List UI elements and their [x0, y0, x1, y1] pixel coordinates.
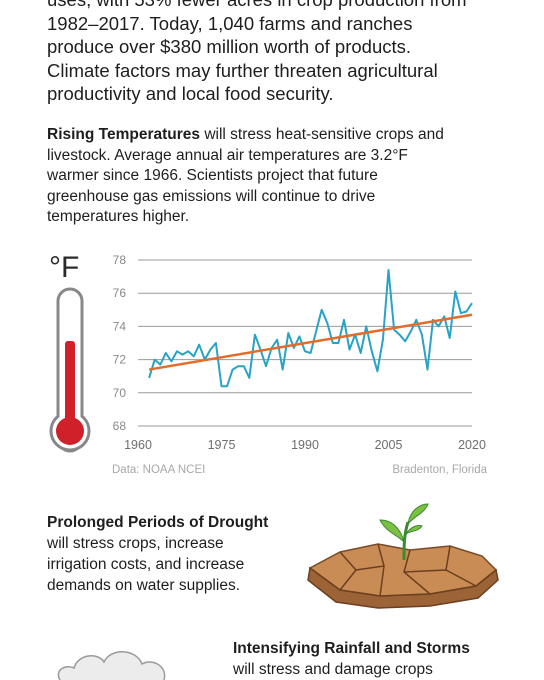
y-tick-label: 72 — [113, 353, 127, 367]
intro-line: productivity and local food security. — [47, 83, 334, 104]
y-tick-label: 68 — [113, 419, 127, 433]
drought-heading: Prolonged Periods of Drought — [47, 514, 269, 531]
temperature-line: greenhouse gas emissions will continue t… — [47, 187, 376, 205]
thermometer-icon — [49, 287, 91, 453]
chart-series — [148, 269, 473, 388]
rain-line: will stress and damage crops — [233, 661, 433, 678]
intro-line: produce over $380 million worth of produ… — [47, 36, 412, 57]
temperature-first-line-rest: will stress heat-sensitive crops and — [200, 126, 444, 143]
drought-line: will stress crops, increase — [47, 535, 224, 552]
y-tick-label: 76 — [113, 286, 127, 300]
y-tick-label: 74 — [113, 319, 127, 333]
drought-line: demands on water supplies. — [47, 577, 241, 594]
temperature-line: temperatures higher. — [47, 208, 190, 225]
trend-line — [148, 313, 473, 371]
x-tick-label: 1975 — [208, 438, 236, 452]
y-tick-label: 78 — [113, 253, 127, 267]
rain-paragraph: Intensifying Rainfall and Storms will st… — [233, 638, 533, 680]
intro-line: Climate factors may further threaten agr… — [47, 59, 438, 81]
temperature-chart: °F 68 70 72 74 76 78 1960 1975 1990 2005 2020 Dat… — [49, 251, 488, 476]
x-tick-label: 2020 — [458, 438, 486, 452]
x-axis: 1960 1975 1990 2005 2020 — [124, 438, 486, 452]
temperature-series-line — [148, 269, 473, 388]
rain-heading: Intensifying Rainfall and Storms — [233, 640, 470, 657]
temperature-heading: Rising Temperatures — [47, 126, 201, 143]
source-caption: Data: NOAA NCEI — [112, 464, 205, 476]
storm-cloud-icon — [57, 651, 166, 680]
temperature-paragraph: Rising Temperatures will stress heat-sen… — [47, 125, 517, 228]
temperature-line: warmer since 1966. Scientists project th… — [47, 167, 378, 184]
drought-paragraph: Prolonged Periods of Drought will stress… — [47, 512, 307, 596]
dry-cracked-soil-icon — [307, 503, 499, 609]
intro-line: 1982–2017. Today, 1,040 farms and ranche… — [47, 12, 413, 34]
intro-line: uses, with 53% fewer acres in crop produ… — [47, 0, 517, 12]
temperature-first-line: Rising Temperatures will stress heat-sen… — [47, 125, 517, 146]
x-tick-label: 1960 — [124, 438, 152, 452]
drought-line: irrigation costs, and increase — [47, 556, 245, 573]
y-tick-label: 70 — [113, 386, 127, 400]
location-caption: Bradenton, Florida — [392, 464, 487, 476]
x-tick-label: 2005 — [375, 438, 403, 452]
chart-grid — [138, 259, 472, 427]
y-axis: 68 70 72 74 76 78 — [113, 253, 127, 433]
intro-paragraph: uses, with 53% fewer acres in crop produ… — [47, 0, 517, 106]
temperature-line: livestock. Average annual air temperatur… — [47, 146, 408, 164]
x-tick-label: 1990 — [291, 438, 319, 452]
unit-label: °F — [49, 251, 79, 284]
